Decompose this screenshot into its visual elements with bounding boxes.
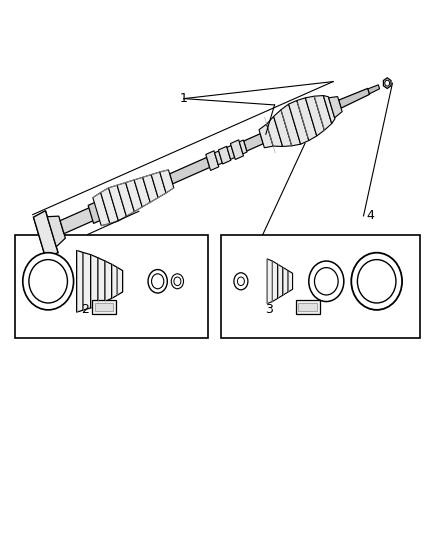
Bar	[298, 303, 317, 311]
Polygon shape	[143, 175, 158, 203]
Polygon shape	[88, 201, 102, 223]
Polygon shape	[219, 147, 231, 164]
Polygon shape	[134, 177, 150, 207]
Ellipse shape	[309, 261, 344, 302]
Ellipse shape	[237, 277, 244, 286]
Polygon shape	[267, 116, 283, 147]
Bar	[95, 303, 113, 311]
Polygon shape	[297, 98, 317, 141]
Ellipse shape	[234, 273, 248, 290]
Polygon shape	[289, 101, 309, 144]
Polygon shape	[101, 188, 118, 223]
Polygon shape	[227, 146, 235, 159]
Polygon shape	[60, 207, 95, 233]
Polygon shape	[339, 88, 370, 108]
Bar	[221, 235, 420, 338]
Text: 3: 3	[265, 303, 273, 316]
Polygon shape	[314, 95, 332, 130]
Polygon shape	[230, 140, 244, 159]
Polygon shape	[117, 183, 134, 216]
Polygon shape	[267, 259, 272, 304]
Polygon shape	[281, 104, 300, 146]
Ellipse shape	[29, 260, 67, 303]
Polygon shape	[105, 261, 112, 302]
Text: 1: 1	[180, 92, 188, 105]
Polygon shape	[83, 253, 91, 310]
Polygon shape	[259, 124, 273, 148]
Ellipse shape	[171, 274, 184, 289]
Polygon shape	[239, 140, 247, 154]
Polygon shape	[272, 261, 278, 302]
Bar	[92, 300, 116, 314]
Polygon shape	[305, 96, 325, 136]
Ellipse shape	[23, 253, 74, 310]
Polygon shape	[117, 268, 123, 295]
Ellipse shape	[148, 270, 167, 293]
Polygon shape	[283, 268, 288, 295]
Polygon shape	[274, 110, 292, 147]
Polygon shape	[160, 170, 174, 193]
Polygon shape	[215, 151, 223, 165]
Polygon shape	[383, 78, 391, 88]
Ellipse shape	[314, 268, 338, 295]
Polygon shape	[98, 258, 105, 305]
Polygon shape	[33, 211, 58, 257]
Polygon shape	[170, 157, 210, 184]
Polygon shape	[206, 151, 219, 171]
Polygon shape	[288, 271, 293, 292]
Polygon shape	[47, 216, 65, 247]
Polygon shape	[109, 185, 127, 221]
Polygon shape	[112, 264, 117, 298]
Text: 2: 2	[81, 303, 89, 316]
Ellipse shape	[152, 274, 164, 289]
Ellipse shape	[357, 260, 396, 303]
Polygon shape	[91, 255, 98, 308]
Polygon shape	[278, 264, 283, 298]
Polygon shape	[93, 192, 110, 225]
Polygon shape	[151, 172, 166, 198]
Polygon shape	[368, 85, 380, 94]
Polygon shape	[244, 134, 263, 151]
Bar	[15, 235, 208, 338]
Polygon shape	[323, 95, 335, 124]
Text: 4: 4	[366, 209, 374, 222]
Ellipse shape	[174, 277, 181, 286]
Circle shape	[385, 80, 390, 86]
Polygon shape	[77, 251, 83, 312]
Polygon shape	[328, 96, 342, 118]
Ellipse shape	[351, 253, 402, 310]
Bar	[296, 300, 320, 314]
Polygon shape	[126, 180, 142, 212]
